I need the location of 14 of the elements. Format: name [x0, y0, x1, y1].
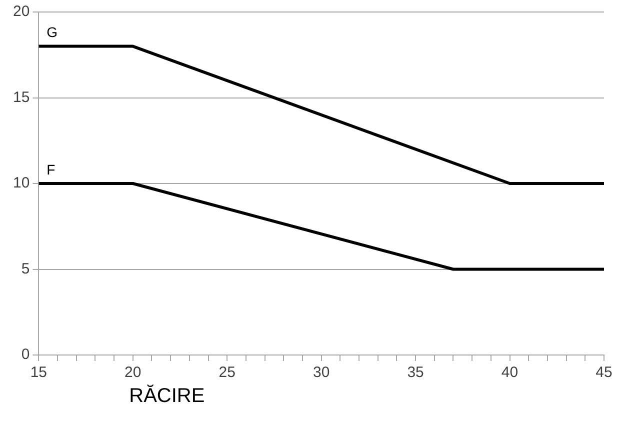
x-tick-label: 20: [124, 364, 142, 382]
y-tick-label: 20: [12, 3, 30, 20]
x-axis-title: RĂCIRE: [129, 384, 205, 407]
y-tick-label: 15: [12, 88, 30, 106]
y-tick-label: 0: [21, 346, 30, 364]
x-tick-label: 30: [313, 364, 330, 382]
y-tick-label: 5: [21, 260, 30, 278]
series-label: G: [46, 24, 58, 40]
series-label: F: [46, 161, 56, 178]
x-tick-label: 45: [596, 364, 612, 382]
y-tick-label: 10: [12, 174, 30, 192]
x-tick-label: 40: [501, 364, 518, 382]
x-tick-label: 25: [218, 364, 236, 382]
x-tick-label: 35: [407, 364, 424, 382]
